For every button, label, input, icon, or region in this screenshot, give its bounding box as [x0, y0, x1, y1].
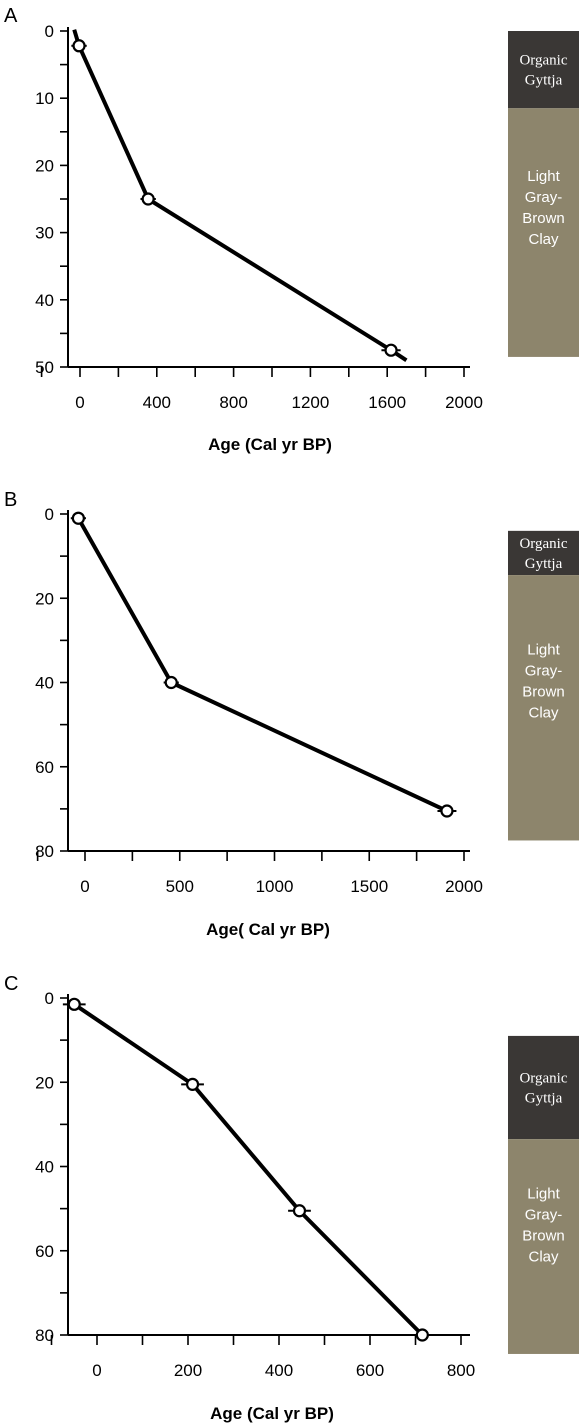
organic-gyttja-label: Organic Gyttja	[519, 53, 567, 89]
x-axis-title: Age( Cal yr BP)	[206, 920, 330, 939]
y-tick-label: 40	[35, 1158, 54, 1177]
y-tick-label: 20	[35, 1073, 54, 1092]
y-tick-label: 40	[35, 674, 54, 693]
y-tick-label: 60	[35, 758, 54, 777]
panel-b: B 0 20 40 60 80 0 500 1000 1500 2000 Age( Cal yr BP…	[4, 489, 579, 939]
age-depth-line	[76, 517, 448, 813]
clay-layer	[508, 1139, 579, 1354]
data-point	[71, 511, 85, 525]
y-tick-label: 80	[35, 842, 54, 861]
y-tick-label: 20	[35, 156, 54, 175]
label-line: Brown	[522, 1228, 565, 1245]
data-point	[384, 343, 398, 357]
x-tick-label: 0	[75, 393, 84, 412]
x-tick-label: 500	[166, 877, 194, 896]
data-point	[67, 997, 81, 1011]
label-line: Brown	[522, 210, 565, 227]
y-tick-label: 0	[45, 22, 54, 41]
y-tick-label: 10	[35, 89, 54, 108]
label-line: Clay	[528, 705, 559, 722]
organic-gyttja-layer	[508, 530, 579, 576]
x-tick-label: 800	[447, 1361, 475, 1380]
data-point	[72, 39, 86, 53]
panel-label: A	[4, 5, 18, 27]
label-line: Organic	[519, 536, 567, 552]
y-tick-label: 40	[35, 291, 54, 310]
label-line: Gray-	[525, 663, 563, 680]
clay-label: Light Gray- Brown Clay	[522, 168, 565, 248]
y-tick-label: 0	[45, 989, 54, 1008]
x-tick-label: 600	[356, 1361, 384, 1380]
age-depth-line	[73, 1002, 424, 1337]
label-line: Gray-	[525, 1207, 563, 1224]
label-line: Gyttja	[525, 1091, 563, 1107]
data-point	[164, 675, 178, 690]
clay-layer	[508, 108, 579, 357]
x-tick-label: 800	[219, 393, 247, 412]
label-line: Clay	[528, 231, 559, 248]
y-tick-label: 80	[35, 1326, 54, 1345]
x-tick-label: 2000	[445, 393, 483, 412]
x-tick-label: 200	[174, 1361, 202, 1380]
label-line: Organic	[519, 1071, 567, 1087]
x-tick-label: 1500	[350, 877, 388, 896]
organic-gyttja-label: Organic Gyttja	[519, 536, 567, 572]
clay-layer	[508, 575, 579, 841]
clay-label: Light Gray- Brown Clay	[522, 642, 565, 722]
label-line: Gray-	[525, 189, 563, 206]
label-line: Organic	[519, 53, 567, 69]
y-tick-label: 60	[35, 1242, 54, 1261]
y-tick-label: 50	[35, 358, 54, 377]
data-point	[185, 1077, 200, 1091]
x-tick-label: 0	[92, 1361, 101, 1380]
y-tick-label: 0	[45, 505, 54, 524]
panel-label: B	[4, 489, 17, 511]
data-point	[415, 1328, 429, 1342]
x-tick-label: 2000	[445, 877, 483, 896]
x-tick-label: 1600	[368, 393, 406, 412]
label-line: Gyttja	[525, 73, 563, 89]
x-tick-label: 1000	[256, 877, 294, 896]
label-line: Clay	[528, 1249, 559, 1266]
y-tick-label: 20	[35, 589, 54, 608]
x-tick-label: 400	[265, 1361, 293, 1380]
data-point	[440, 804, 454, 818]
label-line: Light	[527, 168, 560, 185]
label-line: Gyttja	[525, 556, 563, 572]
organic-gyttja-layer	[508, 31, 579, 109]
x-tick-label: 400	[143, 393, 171, 412]
panel-a: A 0 10 20 30 40 50 0 400 800 1200 1600 2000 Age (Cal …	[4, 5, 579, 454]
label-line: Brown	[522, 684, 565, 701]
label-line: Light	[527, 642, 560, 659]
x-axis-title: Age (Cal yr BP)	[208, 435, 332, 454]
data-point	[292, 1204, 307, 1218]
data-point	[141, 192, 155, 206]
clay-label: Light Gray- Brown Clay	[522, 1186, 565, 1266]
label-line: Light	[527, 1186, 560, 1203]
y-tick-label: 30	[35, 224, 54, 243]
organic-gyttja-label: Organic Gyttja	[519, 1071, 567, 1107]
x-tick-label: 1200	[291, 393, 329, 412]
x-tick-label: 0	[80, 877, 89, 896]
panel-label: C	[4, 973, 18, 995]
organic-gyttja-layer	[508, 1035, 579, 1140]
x-axis-title: Age (Cal yr BP)	[210, 1404, 334, 1423]
age-depth-line	[72, 29, 408, 362]
